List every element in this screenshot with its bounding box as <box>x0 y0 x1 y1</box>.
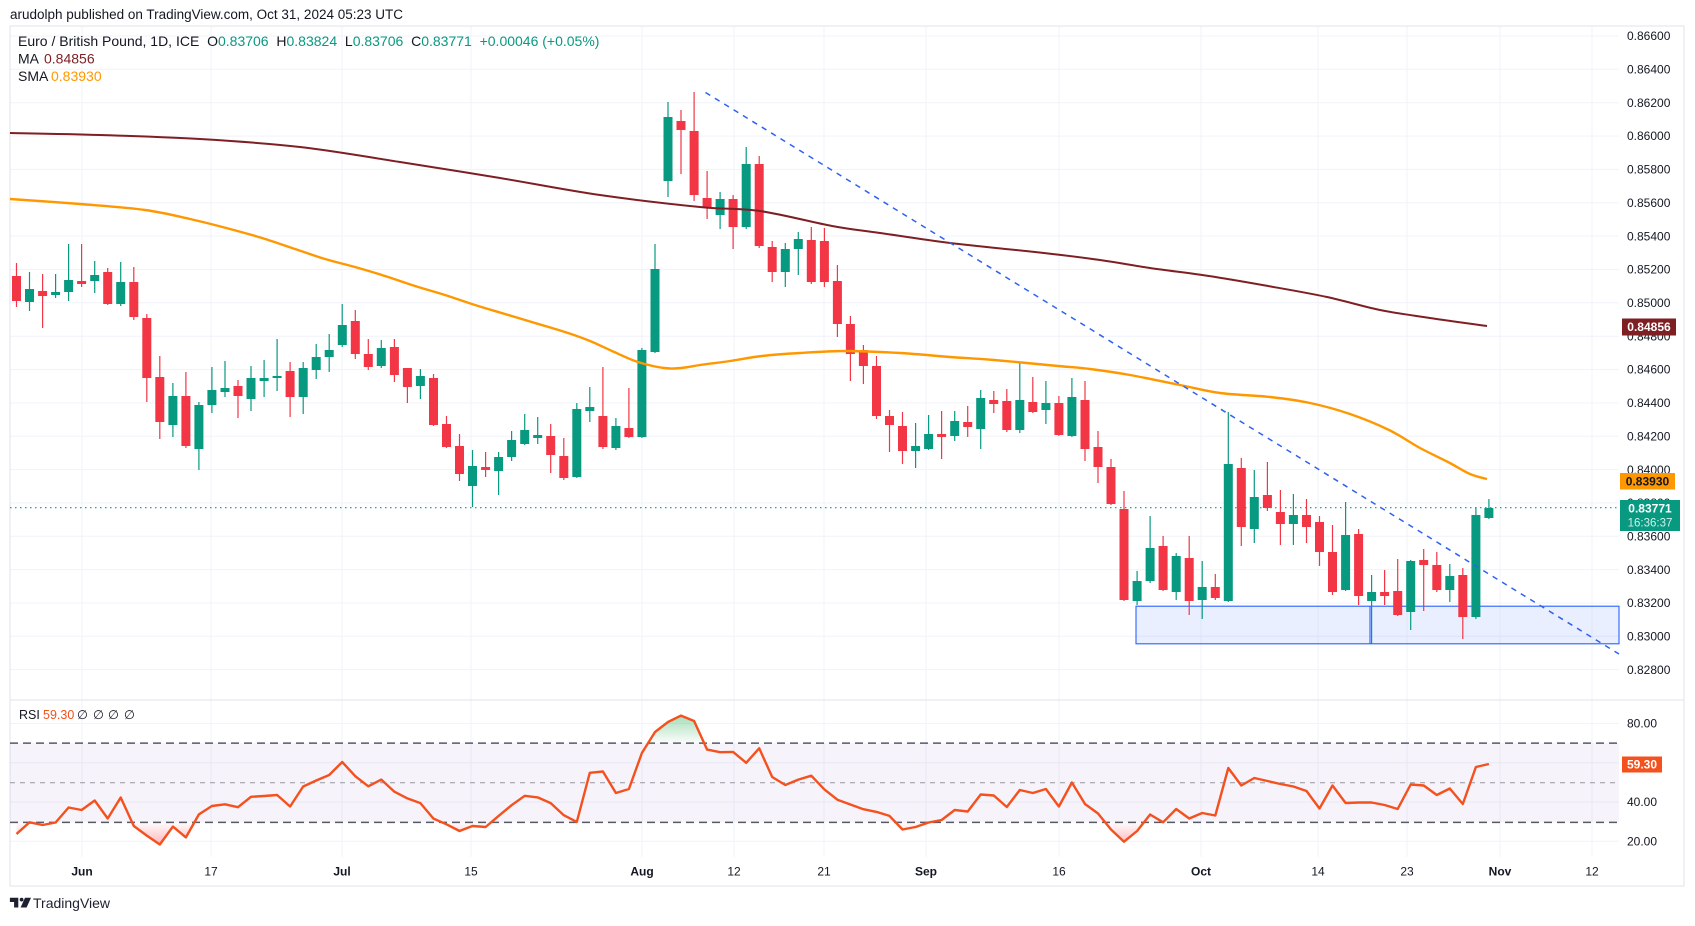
svg-text:12: 12 <box>727 865 741 879</box>
svg-text:16: 16 <box>1052 865 1066 879</box>
svg-text:Jun: Jun <box>71 865 92 879</box>
svg-text:14: 14 <box>1311 865 1325 879</box>
svg-text:40.00: 40.00 <box>1627 795 1657 809</box>
svg-text:Euro / British Pound, 1D, ICE: Euro / British Pound, 1D, ICE O0.83706 H… <box>18 33 599 49</box>
svg-text:15: 15 <box>464 865 478 879</box>
svg-text:0.85400: 0.85400 <box>1627 229 1671 243</box>
svg-text:Sep: Sep <box>915 865 937 879</box>
svg-text:12: 12 <box>1585 865 1599 879</box>
svg-text:0.84200: 0.84200 <box>1627 429 1671 443</box>
svg-text:Nov: Nov <box>1489 865 1512 879</box>
svg-text:0.85800: 0.85800 <box>1627 163 1671 177</box>
svg-text:0.86600: 0.86600 <box>1627 29 1671 43</box>
svg-text:0.83200: 0.83200 <box>1627 596 1671 610</box>
svg-text:0.83400: 0.83400 <box>1627 563 1671 577</box>
svg-text:0.85200: 0.85200 <box>1627 263 1671 277</box>
svg-text:0.83771: 0.83771 <box>1628 502 1672 516</box>
svg-text:MA0.84856: MA 0.84856 <box>18 51 95 67</box>
svg-text:Jul: Jul <box>333 865 350 879</box>
svg-text:0.84856: 0.84856 <box>1627 320 1671 334</box>
svg-text:0.83600: 0.83600 <box>1627 530 1671 544</box>
svg-text:0.85000: 0.85000 <box>1627 296 1671 310</box>
svg-text:17: 17 <box>204 865 218 879</box>
svg-text:Aug: Aug <box>630 865 653 879</box>
svg-text:0.84400: 0.84400 <box>1627 396 1671 410</box>
svg-text:20.00: 20.00 <box>1627 835 1657 849</box>
svg-text:0.82800: 0.82800 <box>1627 663 1671 677</box>
svg-text:59.30: 59.30 <box>1627 758 1657 772</box>
svg-text:Oct: Oct <box>1191 865 1211 879</box>
svg-text:arudolph published on TradingV: arudolph published on TradingView.com, O… <box>10 7 403 22</box>
svg-text:0.85600: 0.85600 <box>1627 196 1671 210</box>
svg-text:16:36:37: 16:36:37 <box>1628 518 1673 530</box>
svg-text:0.83930: 0.83930 <box>1626 474 1670 488</box>
svg-text:0.83000: 0.83000 <box>1627 630 1671 644</box>
svg-text:80.00: 80.00 <box>1627 717 1657 731</box>
svg-text:21: 21 <box>817 865 831 879</box>
svg-text:23: 23 <box>1400 865 1414 879</box>
svg-text:0.86400: 0.86400 <box>1627 63 1671 77</box>
svg-text:0.86200: 0.86200 <box>1627 96 1671 110</box>
svg-text:0.84600: 0.84600 <box>1627 363 1671 377</box>
svg-text:TradingView: TradingView <box>33 895 111 911</box>
svg-text:0.86000: 0.86000 <box>1627 129 1671 143</box>
